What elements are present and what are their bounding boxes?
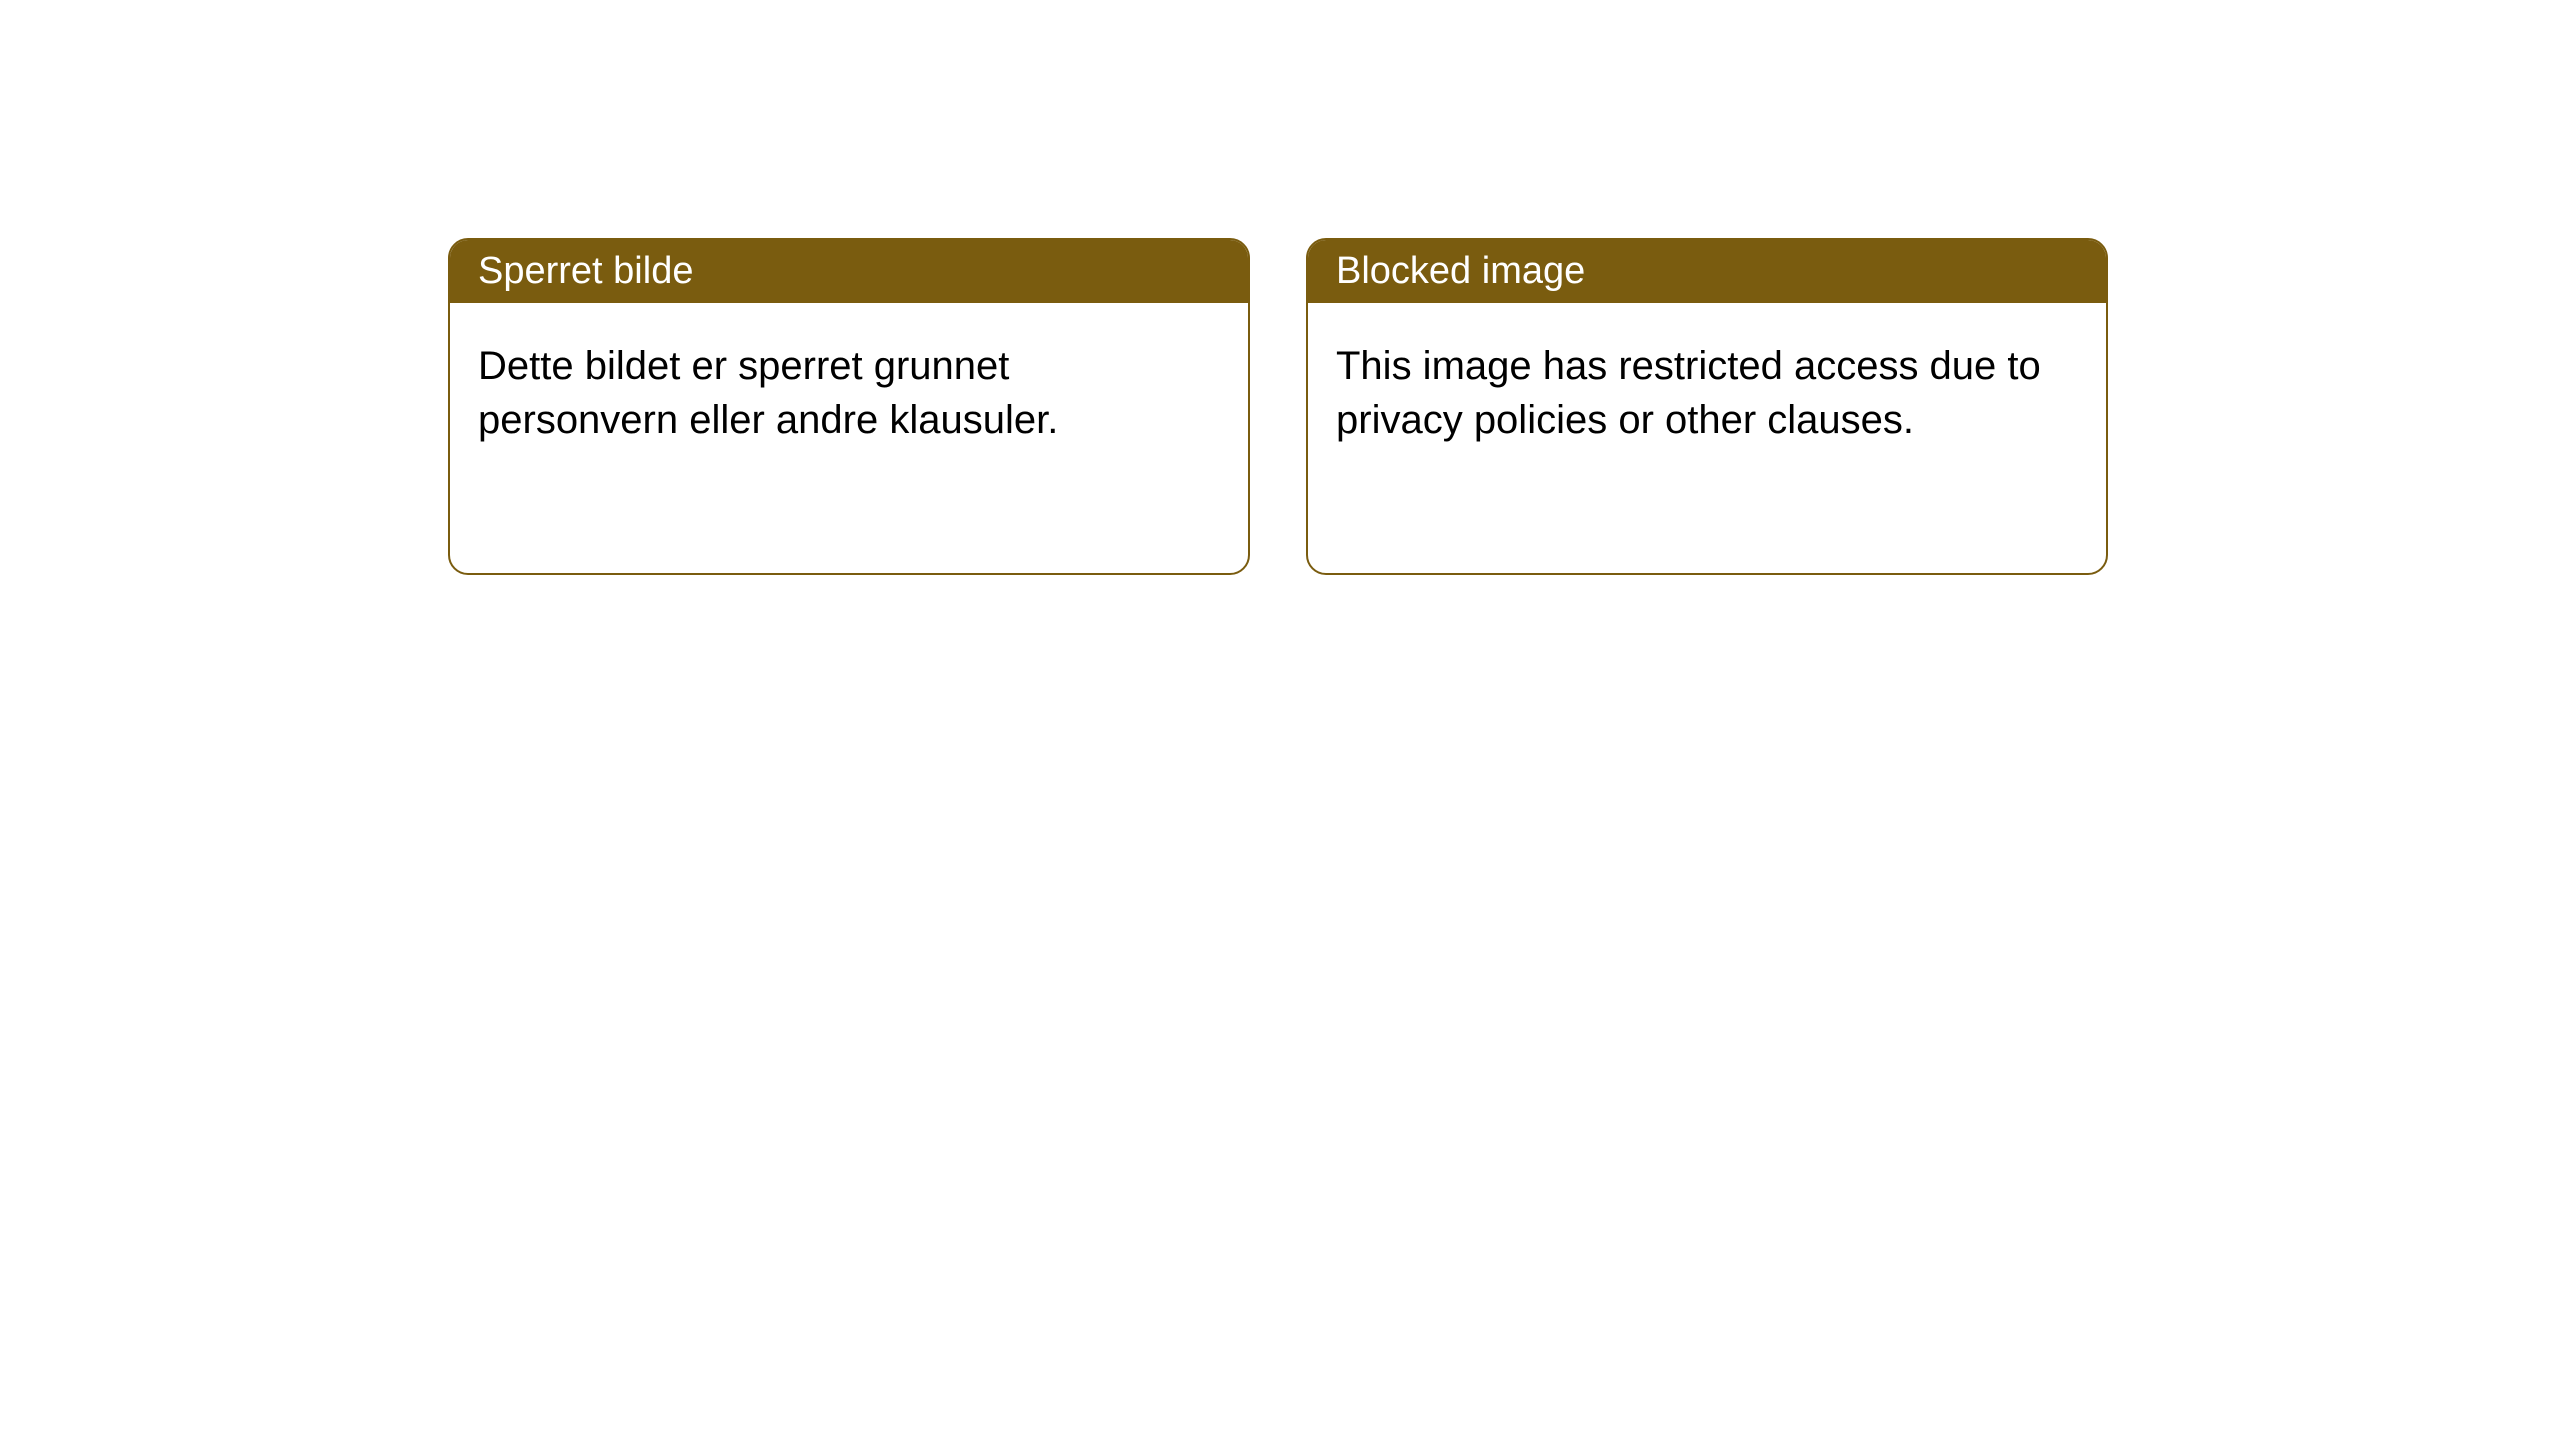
notice-title: Sperret bilde bbox=[478, 250, 693, 292]
notice-header: Blocked image bbox=[1308, 240, 2106, 303]
notice-body: Dette bildet er sperret grunnet personve… bbox=[450, 303, 1248, 573]
notice-body: This image has restricted access due to … bbox=[1308, 303, 2106, 573]
notice-box-english: Blocked image This image has restricted … bbox=[1306, 238, 2108, 575]
notice-title: Blocked image bbox=[1336, 250, 1585, 292]
notice-box-norwegian: Sperret bilde Dette bildet er sperret gr… bbox=[448, 238, 1250, 575]
notice-container: Sperret bilde Dette bildet er sperret gr… bbox=[0, 0, 2560, 575]
notice-header: Sperret bilde bbox=[450, 240, 1248, 303]
notice-body-text: This image has restricted access due to … bbox=[1336, 344, 2041, 442]
notice-body-text: Dette bildet er sperret grunnet personve… bbox=[478, 344, 1058, 442]
